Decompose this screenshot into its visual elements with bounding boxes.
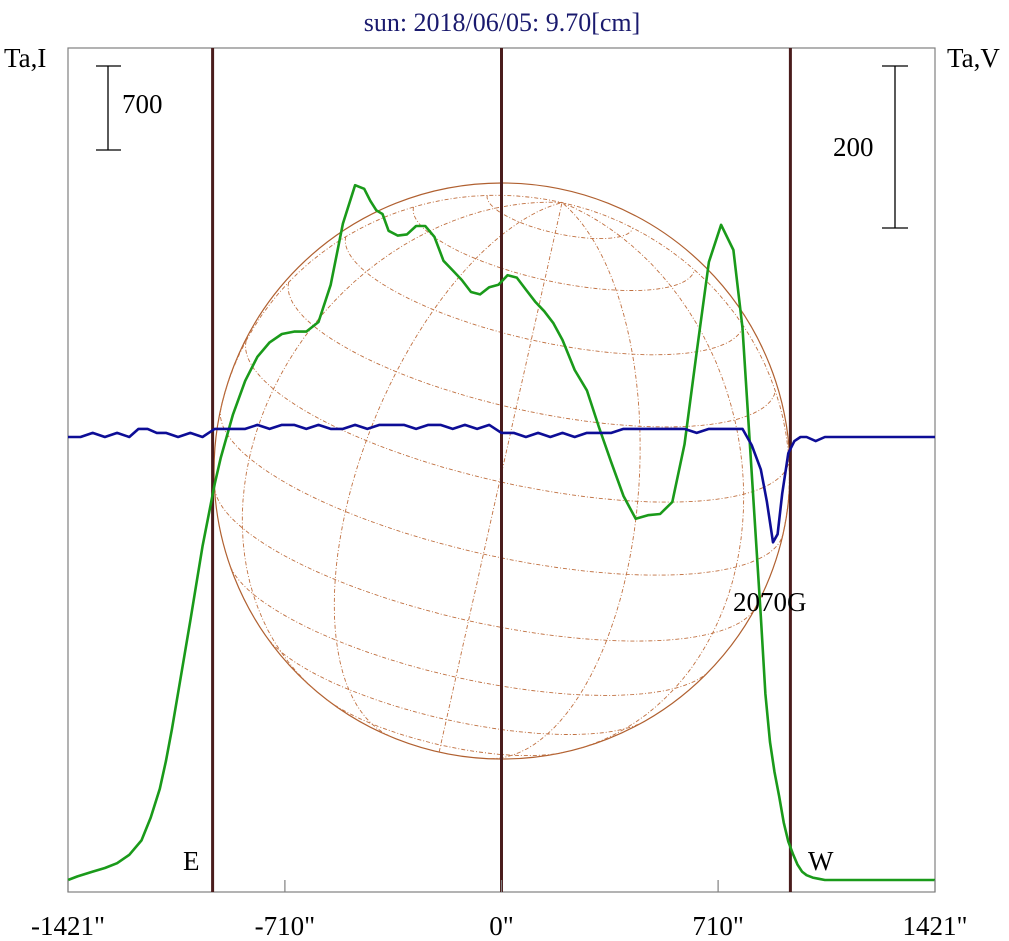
meridian-line — [220, 194, 563, 409]
parallel-line — [412, 206, 695, 291]
meridian-line — [490, 202, 641, 760]
x-tick-label-1: -710" — [255, 911, 316, 941]
x-axis-ticks: -1421" -710" 0" 710" 1421" — [31, 880, 968, 941]
parallel-line — [219, 408, 784, 576]
marker-label-west: W — [808, 846, 834, 876]
parallel-line — [245, 340, 790, 503]
scale-bar-right-label: 200 — [833, 132, 874, 162]
y-axis-label-right: Ta,V — [947, 43, 1000, 73]
y-axis-label-left: Ta,I — [4, 43, 46, 73]
parallel-line — [214, 488, 755, 642]
vertical-markers — [211, 48, 792, 892]
parallel-line — [268, 640, 641, 735]
chart-title: sun: 2018/06/05: 9.70[cm] — [364, 8, 641, 37]
meridian-line — [333, 202, 563, 737]
marker-label-east: E — [183, 846, 200, 876]
parallel-line — [230, 566, 707, 696]
x-tick-label-3: 710" — [692, 911, 744, 941]
parallel-line — [486, 195, 634, 240]
meridian-line — [561, 202, 745, 749]
x-tick-label-0: -1421" — [31, 911, 105, 941]
parallel-line — [344, 236, 744, 356]
x-tick-label-2: 0" — [489, 911, 514, 941]
scale-bar-left — [96, 65, 121, 151]
parallel-line — [287, 282, 776, 428]
scale-bar-left-label: 700 — [122, 89, 163, 119]
series-line-stokes-i — [67, 183, 935, 882]
meridian-line — [438, 202, 563, 753]
x-tick-label-4: 1421" — [902, 911, 967, 941]
parallel-line — [326, 699, 563, 757]
annotation-2070g: 2070G — [733, 587, 807, 617]
scale-bar-right — [882, 65, 908, 229]
series-line-stokes-v — [68, 423, 935, 544]
